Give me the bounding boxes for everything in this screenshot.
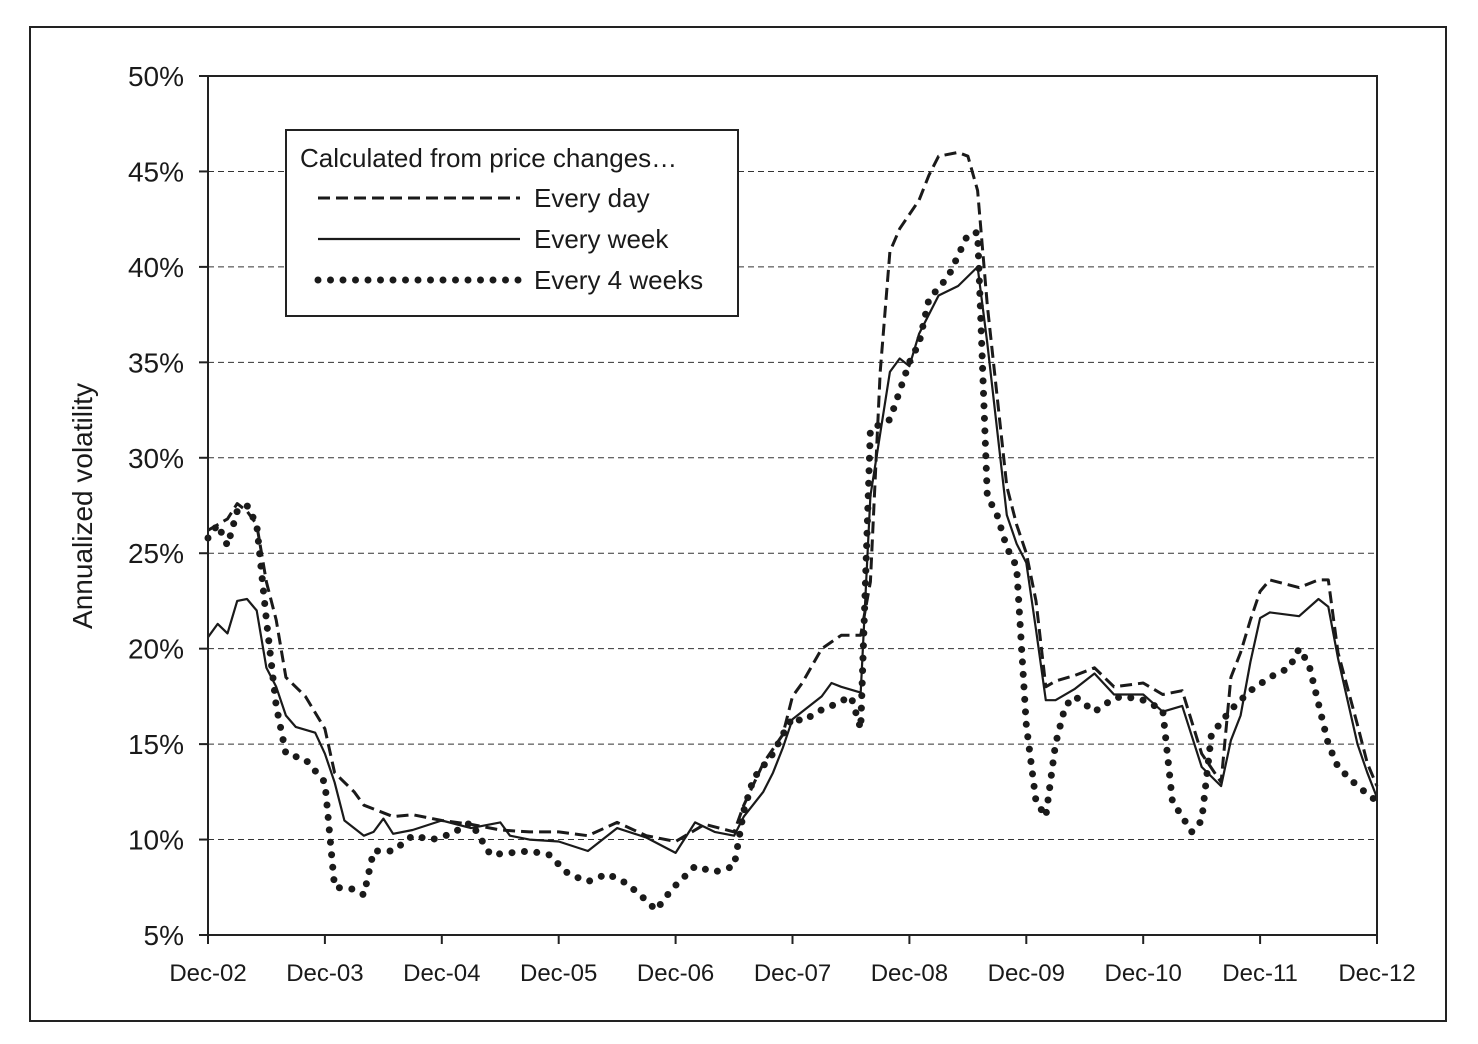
y-tick-label: 10% — [128, 825, 184, 856]
y-axis-ticks: 5% 10% 15% 20% 25% 30% 35% 40% 45% 50% — [128, 61, 208, 951]
legend-label-every-4-weeks: Every 4 weeks — [534, 265, 703, 295]
series-line-every-week — [207, 265, 1379, 854]
legend: Calculated from price changes… Every day… — [285, 129, 739, 317]
y-tick-label: 15% — [128, 729, 184, 760]
x-tick-label: Dec-02 — [169, 960, 246, 987]
x-tick-label: Dec-06 — [637, 960, 714, 987]
series-line-every-4-weeks — [204, 229, 1381, 914]
x-tick-label: Dec-03 — [286, 960, 363, 987]
y-tick-label: 5% — [144, 920, 184, 951]
series-line-every-day — [207, 150, 1379, 843]
x-tick-label: Dec-12 — [1338, 960, 1415, 987]
y-tick-label: 40% — [128, 252, 184, 283]
x-tick-label: Dec-10 — [1105, 960, 1182, 987]
y-tick-label: 35% — [128, 347, 184, 378]
legend-box — [285, 129, 739, 317]
y-tick-label: 20% — [128, 634, 184, 665]
y-tick-label: 45% — [128, 156, 184, 187]
legend-label-every-day: Every day — [534, 183, 650, 213]
y-tick-label: 25% — [128, 538, 184, 569]
x-tick-label: Dec-04 — [403, 960, 480, 987]
chart-frame — [29, 26, 1447, 1022]
x-tick-label: Dec-11 — [1222, 960, 1298, 987]
x-tick-label: Dec-08 — [871, 960, 948, 987]
legend-title: Calculated from price changes… — [300, 143, 677, 173]
y-axis-label: Annualized volatility — [67, 383, 98, 629]
y-tick-label: 30% — [128, 443, 184, 474]
series-layer — [204, 150, 1381, 914]
x-tick-label: Dec-09 — [988, 960, 1065, 987]
x-tick-label: Dec-07 — [754, 960, 831, 987]
x-axis-ticks: Dec-02 Dec-03 Dec-04 Dec-05 Dec-06 Dec-07 Dec-… — [169, 935, 1416, 987]
y-tick-label: 50% — [128, 61, 184, 92]
legend-label-every-week: Every week — [534, 224, 669, 254]
x-tick-label: Dec-05 — [520, 960, 597, 987]
